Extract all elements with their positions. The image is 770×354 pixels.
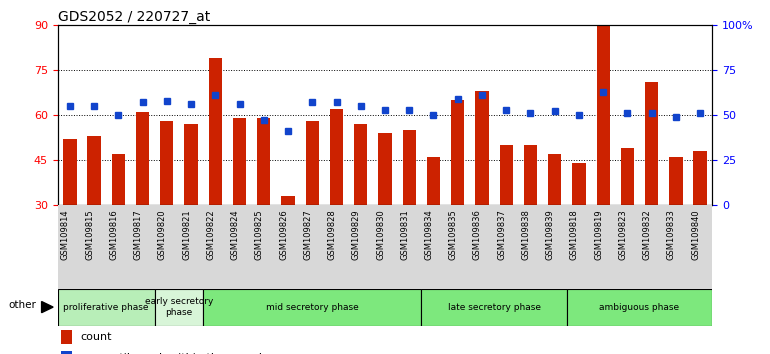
Text: GSM109833: GSM109833 (667, 210, 676, 260)
Bar (88, 136, 101, 205)
Bar (136, 112, 149, 205)
Text: GSM109826: GSM109826 (279, 210, 288, 260)
Bar (621, 148, 634, 205)
Text: count: count (81, 332, 112, 342)
Text: early secretory
phase: early secretory phase (145, 297, 213, 317)
Text: GSM109816: GSM109816 (109, 210, 119, 260)
Text: GSM109837: GSM109837 (497, 210, 506, 260)
Text: GSM109835: GSM109835 (449, 210, 457, 260)
Text: proliferative phase: proliferative phase (63, 303, 149, 312)
Bar (112, 154, 125, 205)
Bar (475, 91, 489, 205)
Text: GSM109822: GSM109822 (206, 210, 216, 260)
Polygon shape (42, 302, 53, 313)
Text: GSM109838: GSM109838 (521, 210, 531, 260)
Bar (281, 196, 295, 205)
Text: GSM109828: GSM109828 (327, 210, 336, 260)
Text: mid secretory phase: mid secretory phase (266, 303, 359, 312)
Bar (257, 118, 270, 205)
Text: GSM109834: GSM109834 (424, 210, 434, 260)
Text: GSM109817: GSM109817 (133, 210, 142, 260)
Bar (354, 124, 367, 205)
Text: GSM109836: GSM109836 (473, 210, 482, 260)
Text: GSM109839: GSM109839 (546, 210, 554, 260)
Bar (427, 157, 440, 205)
Text: ambiguous phase: ambiguous phase (600, 303, 680, 312)
Text: GSM109840: GSM109840 (691, 210, 700, 260)
Bar (306, 121, 319, 205)
Text: GSM109818: GSM109818 (570, 210, 579, 260)
Text: GSM109823: GSM109823 (618, 210, 628, 260)
Bar (61, 330, 72, 343)
Bar (524, 145, 537, 205)
Bar (61, 351, 72, 354)
Text: GSM109819: GSM109819 (594, 210, 603, 260)
Bar (155, 289, 203, 326)
Text: GSM109827: GSM109827 (303, 210, 313, 260)
Bar (378, 133, 392, 205)
Text: GSM109815: GSM109815 (85, 210, 94, 260)
Bar (184, 124, 198, 205)
Text: GSM109831: GSM109831 (400, 210, 409, 260)
Bar (233, 118, 246, 205)
Text: GSM109825: GSM109825 (255, 210, 264, 260)
Bar (567, 289, 712, 326)
Bar (203, 289, 421, 326)
Bar (421, 289, 567, 326)
Text: late secretory phase: late secretory phase (447, 303, 541, 312)
Text: GSM109832: GSM109832 (643, 210, 651, 260)
Bar (669, 157, 682, 205)
Bar (63, 139, 76, 205)
Bar (548, 154, 561, 205)
Text: GSM109824: GSM109824 (230, 210, 239, 260)
Text: other: other (8, 300, 36, 310)
Bar (209, 58, 222, 205)
Text: GSM109814: GSM109814 (61, 210, 70, 260)
Bar (500, 145, 513, 205)
Bar (645, 82, 658, 205)
Bar (597, 22, 610, 205)
Bar (58, 289, 155, 326)
Text: GDS2052 / 220727_at: GDS2052 / 220727_at (58, 10, 210, 24)
Text: GSM109829: GSM109829 (352, 210, 361, 260)
Bar (330, 109, 343, 205)
Bar (694, 151, 707, 205)
Text: GSM109830: GSM109830 (376, 210, 385, 260)
Bar (403, 130, 416, 205)
Bar (160, 121, 173, 205)
Bar (572, 163, 586, 205)
Bar (451, 100, 464, 205)
Text: percentile rank within the sample: percentile rank within the sample (81, 353, 269, 354)
Text: GSM109821: GSM109821 (182, 210, 191, 260)
Text: GSM109820: GSM109820 (158, 210, 167, 260)
